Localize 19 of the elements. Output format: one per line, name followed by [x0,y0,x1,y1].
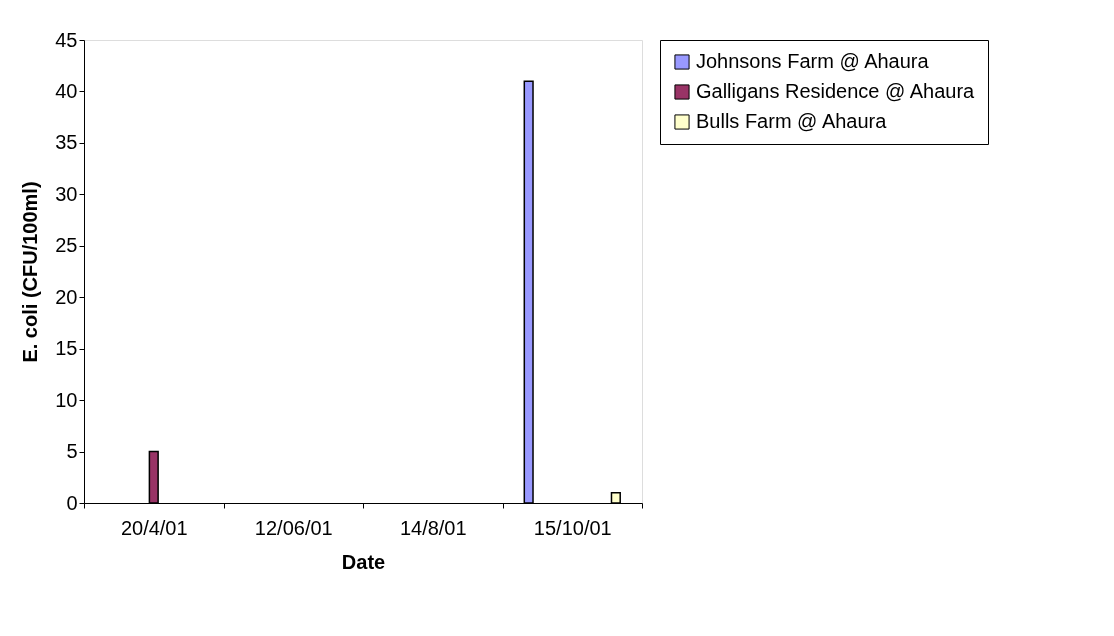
y-tick-label: 40 [55,79,78,102]
legend-label: Galligans Residence @ Ahaura [696,80,976,102]
y-axis-title: E. coli (CFU/100ml) [19,181,42,363]
y-tick-label: 0 [66,491,78,514]
y-tick-label: 25 [55,234,78,257]
legend-label: Johnsons Farm @ Ahaura [696,50,930,72]
x-tick-label: 15/10/01 [533,516,612,539]
y-tick-label: 5 [66,440,78,463]
x-tick-label: 20/4/01 [120,516,188,539]
y-tick-label: 15 [55,337,78,360]
y-tick-label: 45 [55,28,78,51]
y-tick-label: 30 [55,182,78,205]
y-tick-label: 10 [55,388,78,411]
legend-label: Bulls Farm @ Ahaura [696,110,888,132]
y-tick-label: 35 [55,131,78,154]
x-tick-label: 12/06/01 [254,516,333,539]
y-tick-label: 20 [55,285,78,308]
x-tick-label: 14/8/01 [399,516,467,539]
x-axis-title: Date [341,550,386,573]
